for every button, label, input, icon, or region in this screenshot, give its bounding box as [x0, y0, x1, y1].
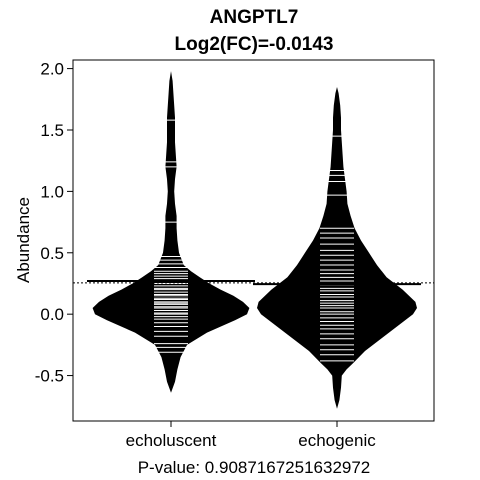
- x-tick-label-echogenic: echogenic: [298, 431, 376, 450]
- chart-title: ANGPTL7: [210, 7, 299, 28]
- plot-frame: [72, 59, 435, 422]
- y-tick-label: 1.5: [40, 121, 64, 140]
- y-tick-label: -0.5: [35, 367, 64, 386]
- y-tick-label: 1.0: [40, 182, 64, 201]
- y-tick-label: 2.0: [40, 60, 64, 79]
- y-axis-label: Abundance: [14, 197, 33, 283]
- beans-layer: [87, 71, 421, 409]
- p-value-label: P-value: 0.9087167251632972: [138, 458, 371, 477]
- y-tick-label: 0.5: [40, 244, 64, 263]
- bean-echoluscent: [92, 71, 250, 393]
- y-tick-label: 0.0: [40, 305, 64, 324]
- bean-echogenic: [257, 87, 417, 409]
- x-axis: echoluscent echogenic: [126, 421, 376, 450]
- y-axis: -0.5 0.0 0.5 1.0 1.5 2.0: [35, 60, 74, 386]
- chart-subtitle: Log2(FC)=-0.0143: [175, 34, 334, 55]
- x-tick-label-echoluscent: echoluscent: [126, 431, 217, 450]
